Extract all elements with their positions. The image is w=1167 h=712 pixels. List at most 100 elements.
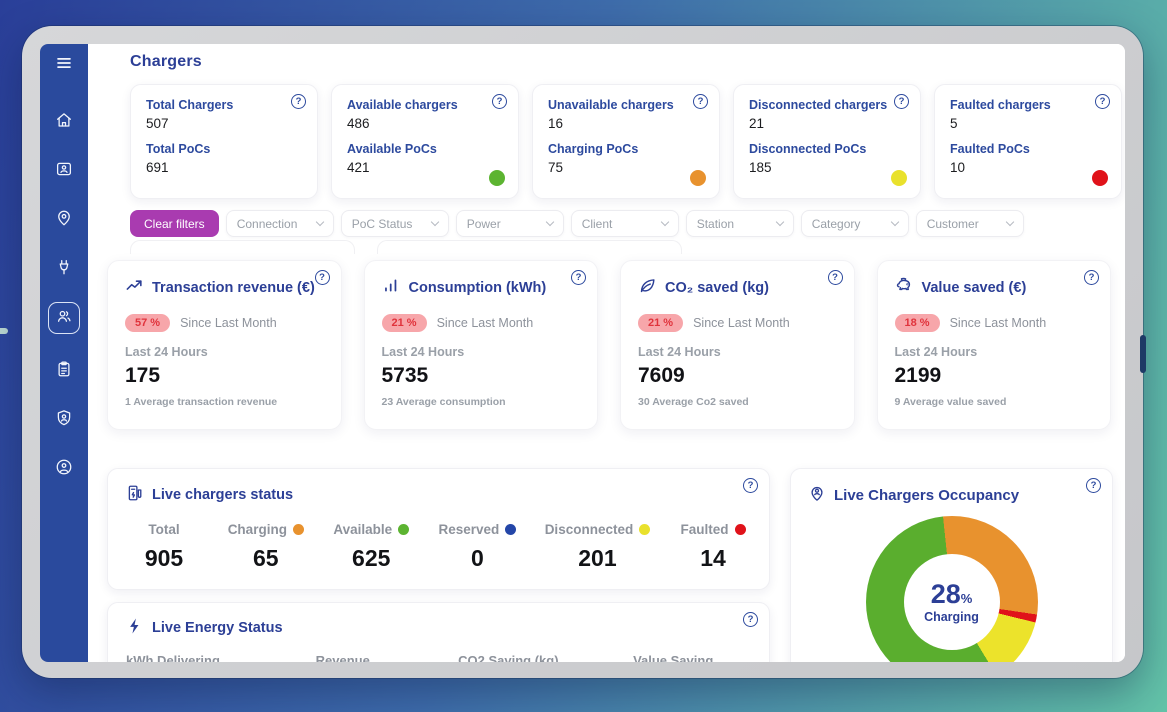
help-icon[interactable]: ? xyxy=(291,94,306,109)
filter-station[interactable]: Station xyxy=(685,210,794,237)
card-title: Live Energy Status xyxy=(152,620,283,636)
chevron-down-icon xyxy=(545,217,554,227)
status-col-faulted: Faulted 14 xyxy=(680,522,746,572)
chevron-down-icon xyxy=(430,217,439,227)
sidebar-item-users[interactable] xyxy=(48,302,80,334)
dropdown-label: Station xyxy=(696,216,735,231)
stat-label: Faulted PoCs xyxy=(950,142,1030,156)
stat-card-row: ? Total Chargers 507 Total PoCs 691 ? Av… xyxy=(130,84,1122,199)
status-value: 0 xyxy=(470,545,484,571)
stat-label: Total Chargers xyxy=(146,98,234,112)
sidebar xyxy=(40,44,88,662)
metric-title: Value saved (€) xyxy=(921,279,1027,296)
filter-client[interactable]: Client xyxy=(570,210,679,237)
period-label: Last 24 Hours xyxy=(638,345,721,359)
filter-box-partial[interactable] xyxy=(130,240,355,254)
stat-value: 16 xyxy=(548,116,564,131)
user-circle-icon xyxy=(55,458,73,481)
chevron-down-icon xyxy=(315,217,324,227)
status-col-available: Available 625 xyxy=(333,522,410,572)
chevron-down-icon xyxy=(1005,217,1014,227)
filter-customer[interactable]: Customer xyxy=(915,210,1024,237)
chevron-down-icon xyxy=(775,217,784,227)
clipboard-icon xyxy=(55,360,73,383)
stat-value: 185 xyxy=(749,160,772,175)
map-pin-icon xyxy=(55,209,73,232)
column-header: kWh Delivering xyxy=(126,653,220,662)
metric-title: CO₂ saved (kg) xyxy=(665,279,769,296)
status-dot-faulted xyxy=(1092,170,1108,186)
card-title: Live chargers status xyxy=(152,487,294,503)
sidebar-item-home[interactable] xyxy=(52,110,76,134)
help-icon[interactable]: ? xyxy=(314,270,330,285)
occupancy-center-label: Charging xyxy=(924,609,979,624)
help-icon[interactable]: ? xyxy=(1095,94,1110,109)
clear-filters-button[interactable]: Clear filters xyxy=(130,210,219,237)
filter-category[interactable]: Category xyxy=(800,210,909,237)
badge-note: Since Last Month xyxy=(949,316,1047,330)
percent-badge: 57 % xyxy=(125,314,171,332)
occupancy-percent-unit: % xyxy=(960,590,973,606)
column-header: Value Saving xyxy=(633,653,714,662)
stat-value: 5 xyxy=(950,116,958,131)
stat-card-unavailable: ? Unavailable chargers 16 Charging PoCs … xyxy=(532,84,720,199)
percent-badge: 21 % xyxy=(638,314,684,332)
secondary-filter-row xyxy=(130,240,682,254)
sidebar-item-chargers[interactable] xyxy=(52,257,76,281)
stat-label: Available PoCs xyxy=(347,142,437,156)
filter-power[interactable]: Power xyxy=(455,210,564,237)
metric-title: Consumption (kWh) xyxy=(408,279,547,296)
sidebar-item-locations[interactable] xyxy=(52,208,76,232)
stat-label: Disconnected chargers xyxy=(749,98,888,112)
sidebar-item-contacts[interactable] xyxy=(52,159,76,183)
help-icon[interactable]: ? xyxy=(1084,270,1099,285)
status-dot-disconnected xyxy=(639,524,651,535)
help-icon[interactable]: ? xyxy=(1086,478,1101,493)
help-icon[interactable]: ? xyxy=(894,94,909,109)
stat-card-total: ? Total Chargers 507 Total PoCs 691 xyxy=(130,84,318,199)
help-icon[interactable]: ? xyxy=(827,270,843,285)
id-card-icon xyxy=(55,160,73,183)
stat-value: 507 xyxy=(146,116,169,131)
metric-card-value-saved: ? Value saved (€) 18 % Since Last Month … xyxy=(876,260,1111,430)
badge-note: Since Last Month xyxy=(180,316,277,330)
help-icon[interactable]: ? xyxy=(743,478,758,493)
status-label: Disconnected xyxy=(544,522,634,537)
occupancy-donut-chart[interactable]: 28% Charging xyxy=(865,516,1038,662)
status-label: Faulted xyxy=(680,522,729,537)
status-label: Reserved xyxy=(438,522,500,537)
help-icon[interactable]: ? xyxy=(492,94,507,109)
sidebar-item-reports[interactable] xyxy=(52,359,76,383)
device-side-button xyxy=(1140,335,1146,373)
filter-connection[interactable]: Connection xyxy=(225,210,334,237)
dropdown-label: Customer xyxy=(926,216,979,231)
metric-card-transaction-revenue: ? Transaction revenue (€) 57 % Since Las… xyxy=(107,260,342,430)
period-label: Last 24 Hours xyxy=(125,345,208,359)
status-col-total: Total 905 xyxy=(132,522,196,572)
status-value: 625 xyxy=(352,545,391,571)
filter-poc-status[interactable]: PoC Status xyxy=(340,210,449,237)
shield-user-icon xyxy=(55,409,73,432)
sidebar-item-admin[interactable] xyxy=(52,408,76,432)
energy-column-headers: kWh Delivering Revenue CO2 Saving (kg) V… xyxy=(126,653,751,662)
menu-toggle-button[interactable] xyxy=(52,53,76,77)
stat-label: Charging PoCs xyxy=(548,142,639,156)
chevron-down-icon xyxy=(660,217,669,227)
stat-value: 486 xyxy=(347,116,370,131)
sidebar-item-account[interactable] xyxy=(52,457,76,481)
stat-value: 421 xyxy=(347,160,370,175)
status-label: Charging xyxy=(227,522,287,537)
help-icon[interactable]: ? xyxy=(693,94,708,109)
status-dot-faulted xyxy=(734,524,746,535)
home-icon xyxy=(55,111,73,134)
dropdown-label: Category xyxy=(811,216,861,231)
trend-up-icon xyxy=(125,276,144,299)
help-icon[interactable]: ? xyxy=(571,270,586,285)
status-dot-available xyxy=(489,170,505,186)
plug-icon xyxy=(55,258,73,281)
lightning-bolt-icon xyxy=(126,617,144,639)
occupancy-percent: 28 xyxy=(930,578,961,609)
column-header: CO2 Saving (kg) xyxy=(458,653,559,662)
filter-box-partial[interactable] xyxy=(377,240,682,254)
help-icon[interactable]: ? xyxy=(743,612,758,627)
